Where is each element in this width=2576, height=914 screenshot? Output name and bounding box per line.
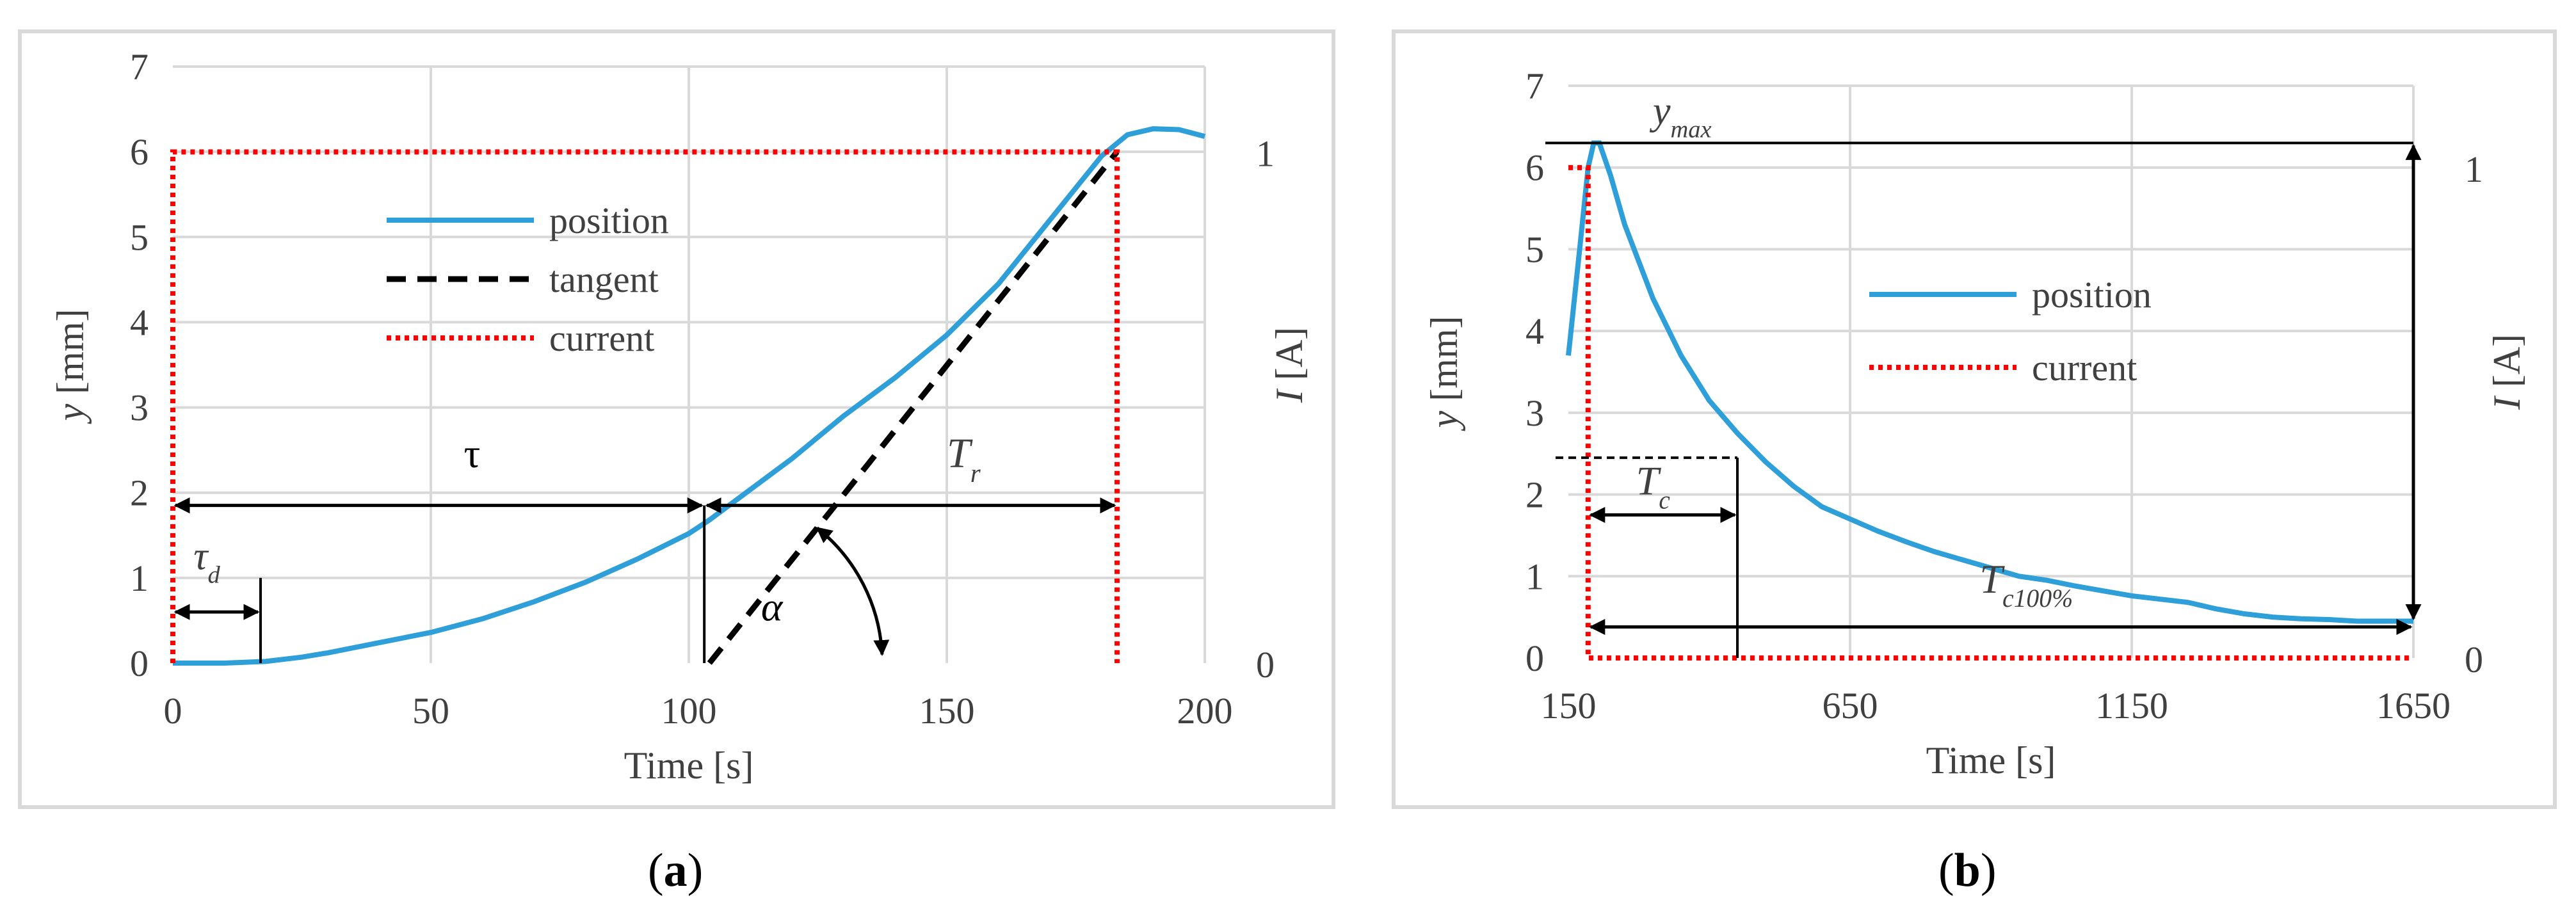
y-axis-label: y [mm] <box>1423 316 1465 432</box>
y-tick-label: 1 <box>130 557 149 599</box>
y2-tick-label: 1 <box>2465 148 2483 190</box>
x-axis-label: Time [s] <box>624 744 754 787</box>
y-tick-label: 6 <box>1525 147 1544 189</box>
series-position-line <box>173 126 1206 666</box>
y2-axis-label: I [A] <box>1268 327 1310 403</box>
y-tick-label: 2 <box>1525 474 1544 516</box>
legend-label-position: position <box>549 200 669 241</box>
y-axis-label: y [mm] <box>49 309 92 425</box>
x-tick-label: 150 <box>919 690 975 732</box>
caption-a-text: (a) <box>648 844 704 897</box>
x-tick-label: 50 <box>412 690 449 732</box>
y-tick-label: 5 <box>130 216 149 258</box>
x-tick-label: 150 <box>1541 685 1597 726</box>
legend-label-current: current <box>549 317 654 359</box>
x-tick-label: 0 <box>164 690 182 732</box>
chart-a-svg: 0 1 2 3 4 5 6 7 0 50 100 150 200 0 1 Time [s] y [mm] I [A… <box>49 46 1310 787</box>
y2-tick-label: 1 <box>1256 132 1275 174</box>
y-tick-label: 0 <box>130 643 149 684</box>
y-tick-label: 4 <box>1525 310 1544 352</box>
y-tick-label: 6 <box>130 131 149 173</box>
legend-label-current: current <box>2032 347 2137 389</box>
chart-panel-b: 0 1 2 3 4 5 6 7 150 650 1150 1650 0 1 Time [s] y [mm] I … <box>1392 29 2557 809</box>
tau-d-label: τd <box>193 535 220 589</box>
x-tick-label: 100 <box>661 690 717 732</box>
series-current-line <box>1568 164 2413 661</box>
x-tick-label: 1650 <box>2376 685 2451 726</box>
alpha-label: α <box>761 584 784 629</box>
x-tick-label: 1150 <box>2095 685 2168 726</box>
caption-b-text: (b) <box>1938 844 1997 897</box>
legend-label-position: position <box>2032 274 2152 316</box>
y-max-label: ymax <box>1649 89 1712 143</box>
caption-a: (a) <box>648 844 703 898</box>
y-tick-label: 4 <box>130 301 149 343</box>
series-position-line <box>1566 140 2413 624</box>
y-tick-label: 0 <box>1525 637 1544 679</box>
y-tick-label: 5 <box>1525 228 1544 270</box>
t-c100-label: Tc100% <box>1979 556 2073 613</box>
y-tick-label: 7 <box>1525 65 1544 107</box>
y2-axis-label: I [A] <box>2486 334 2528 410</box>
t-c-label: Tc <box>1636 458 1671 515</box>
chart-b-svg: 0 1 2 3 4 5 6 7 150 650 1150 1650 0 1 Time [s] y [mm] I … <box>1423 65 2528 782</box>
x-axis-label: Time [s] <box>1926 739 2056 782</box>
y2-tick-label: 0 <box>2465 639 2483 680</box>
x-tick-label: 650 <box>1823 685 1878 726</box>
y-tick-label: 3 <box>130 387 149 429</box>
x-tick-label: 200 <box>1177 690 1233 732</box>
series-tangent-line <box>707 150 1120 665</box>
y2-tick-label: 0 <box>1256 644 1275 685</box>
caption-b: (b) <box>1938 844 1996 898</box>
legend-label-tangent: tangent <box>549 259 659 300</box>
t-r-label: Tr <box>947 430 981 488</box>
chart-panel-a: 0 1 2 3 4 5 6 7 0 50 100 150 200 0 1 Time [s] y [mm] I [A… <box>18 29 1335 809</box>
y-tick-label: 7 <box>130 46 149 88</box>
tau-label: τ <box>464 431 481 476</box>
y-tick-label: 1 <box>1525 556 1544 597</box>
y-tick-label: 3 <box>1525 392 1544 434</box>
y-tick-label: 2 <box>130 472 149 514</box>
alpha-arc <box>816 526 890 657</box>
